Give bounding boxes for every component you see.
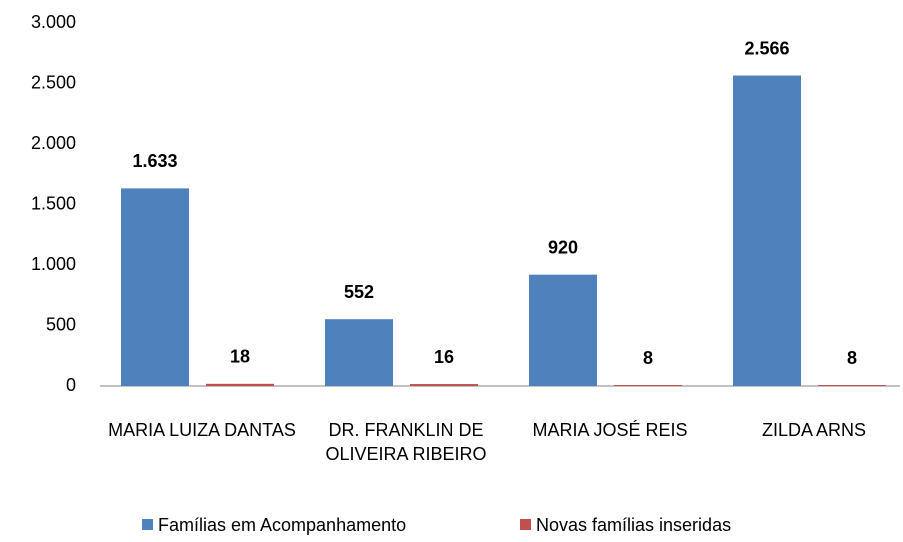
data-label: 8 — [847, 348, 857, 368]
y-tick-label: 1.000 — [31, 254, 76, 274]
bar — [614, 385, 682, 387]
y-tick-label: 500 — [46, 314, 76, 334]
data-label: 1.633 — [132, 151, 177, 171]
y-tick-label: 2.500 — [31, 72, 76, 92]
data-label: 552 — [344, 282, 374, 302]
legend-swatch — [520, 519, 531, 530]
bar — [325, 319, 393, 386]
x-tick-label: MARIA JOSÉ REIS — [532, 420, 688, 440]
y-tick-label: 2.000 — [31, 133, 76, 153]
bar — [121, 188, 189, 386]
bar — [410, 384, 478, 386]
data-label: 2.566 — [744, 38, 789, 58]
data-label: 8 — [643, 348, 653, 368]
y-tick-label: 1.500 — [31, 193, 76, 213]
x-tick-label: DR. FRANKLIN DE OLIVEIRA RIBEIRO — [325, 420, 487, 464]
y-tick-label: 0 — [66, 375, 76, 395]
bar — [733, 75, 801, 386]
bar — [206, 383, 274, 386]
legend-label: Famílias em Acompanhamento — [158, 515, 406, 535]
data-label: 18 — [230, 347, 250, 367]
data-label: 920 — [548, 237, 578, 257]
legend-swatch — [142, 519, 153, 530]
bar — [529, 274, 597, 386]
x-tick-label: ZILDA ARNS — [761, 420, 867, 440]
bar — [818, 385, 886, 387]
x-tick-label: MARIA LUIZA DANTAS — [108, 420, 296, 440]
y-tick-label: 3.000 — [31, 12, 76, 32]
data-label: 16 — [434, 347, 454, 367]
legend-label: Novas famílias inseridas — [536, 515, 731, 535]
